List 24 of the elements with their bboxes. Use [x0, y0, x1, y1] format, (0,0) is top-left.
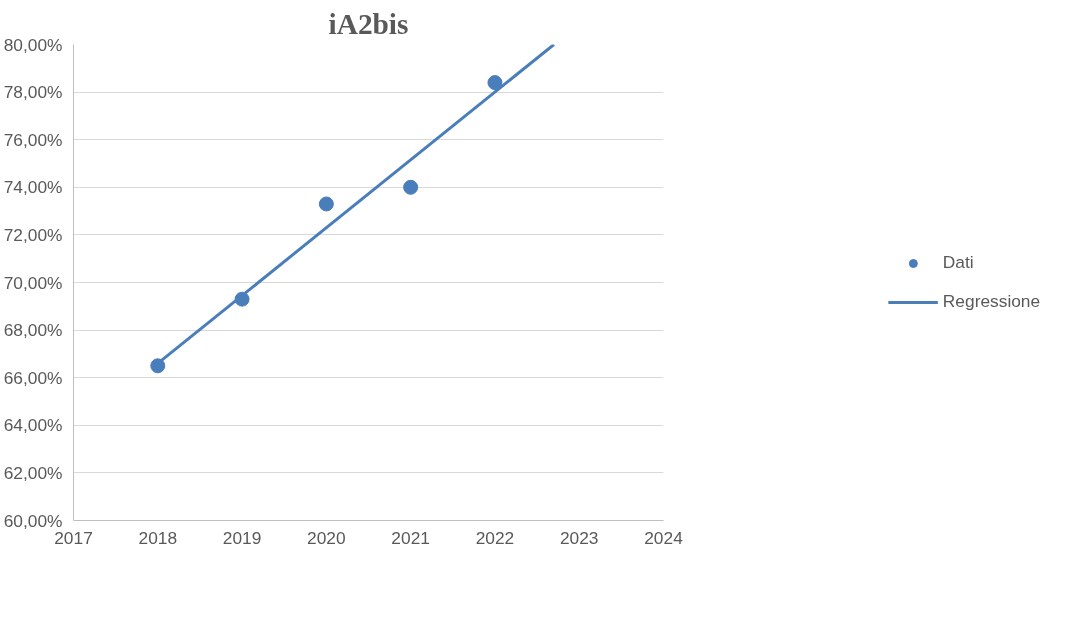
- point: [487, 75, 503, 91]
- x-tick-label: 2022: [475, 527, 515, 548]
- y-tick-label: 70,00%: [3, 272, 63, 293]
- y-tick-label: 62,00%: [3, 462, 63, 483]
- x-tick-label: 2018: [138, 527, 178, 548]
- y-tick-label: 74,00%: [3, 177, 63, 198]
- x-tick-label: 2024: [644, 527, 684, 548]
- point: [318, 196, 334, 212]
- y-tick-label: 78,00%: [3, 82, 63, 103]
- chart-title: iA2bis: [328, 7, 409, 40]
- legend-label: Dati: [942, 252, 974, 273]
- y-tick-label: 76,00%: [3, 129, 63, 150]
- x-tick-label: 2021: [391, 527, 430, 548]
- y-tick-label: 72,00%: [3, 224, 63, 245]
- x-tick-label: 2023: [559, 527, 599, 548]
- legend-label: Regressione: [942, 291, 1041, 312]
- y-tick-label: 80,00%: [3, 34, 63, 55]
- x-tick-label: 2020: [307, 527, 346, 548]
- y-tick-label: 64,00%: [3, 415, 63, 436]
- point: [403, 179, 419, 195]
- point: [150, 358, 166, 374]
- y-tick-label: 66,00%: [3, 367, 63, 388]
- y-tick-label: 68,00%: [3, 320, 63, 341]
- x-tick-label: 2019: [222, 527, 262, 548]
